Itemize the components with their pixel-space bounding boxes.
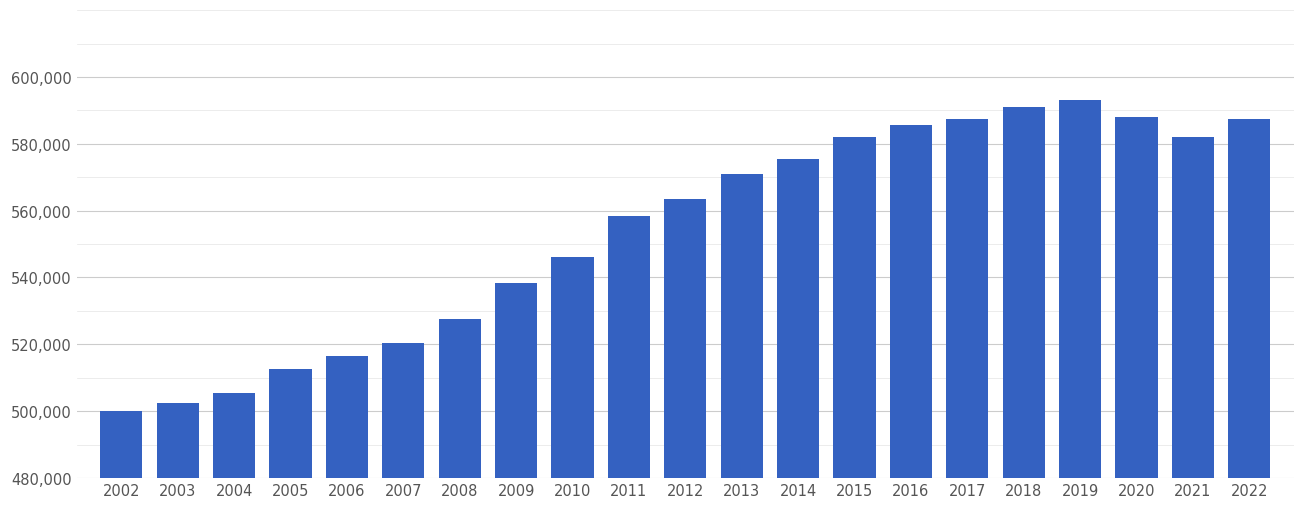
Bar — [608, 216, 650, 478]
Bar — [1228, 120, 1271, 478]
Bar — [213, 393, 256, 478]
Bar — [326, 356, 368, 478]
Bar — [946, 120, 988, 478]
Bar — [1002, 108, 1045, 478]
Bar — [1058, 101, 1101, 478]
Bar — [890, 126, 932, 478]
Bar — [720, 175, 763, 478]
Bar — [551, 258, 594, 478]
Bar — [382, 343, 424, 478]
Bar — [157, 403, 198, 478]
Bar — [495, 283, 538, 478]
Bar — [834, 138, 876, 478]
Bar — [1172, 138, 1214, 478]
Bar — [776, 159, 820, 478]
Bar — [1116, 118, 1158, 478]
Bar — [100, 411, 142, 478]
Bar — [664, 200, 706, 478]
Bar — [269, 370, 312, 478]
Bar — [438, 320, 480, 478]
